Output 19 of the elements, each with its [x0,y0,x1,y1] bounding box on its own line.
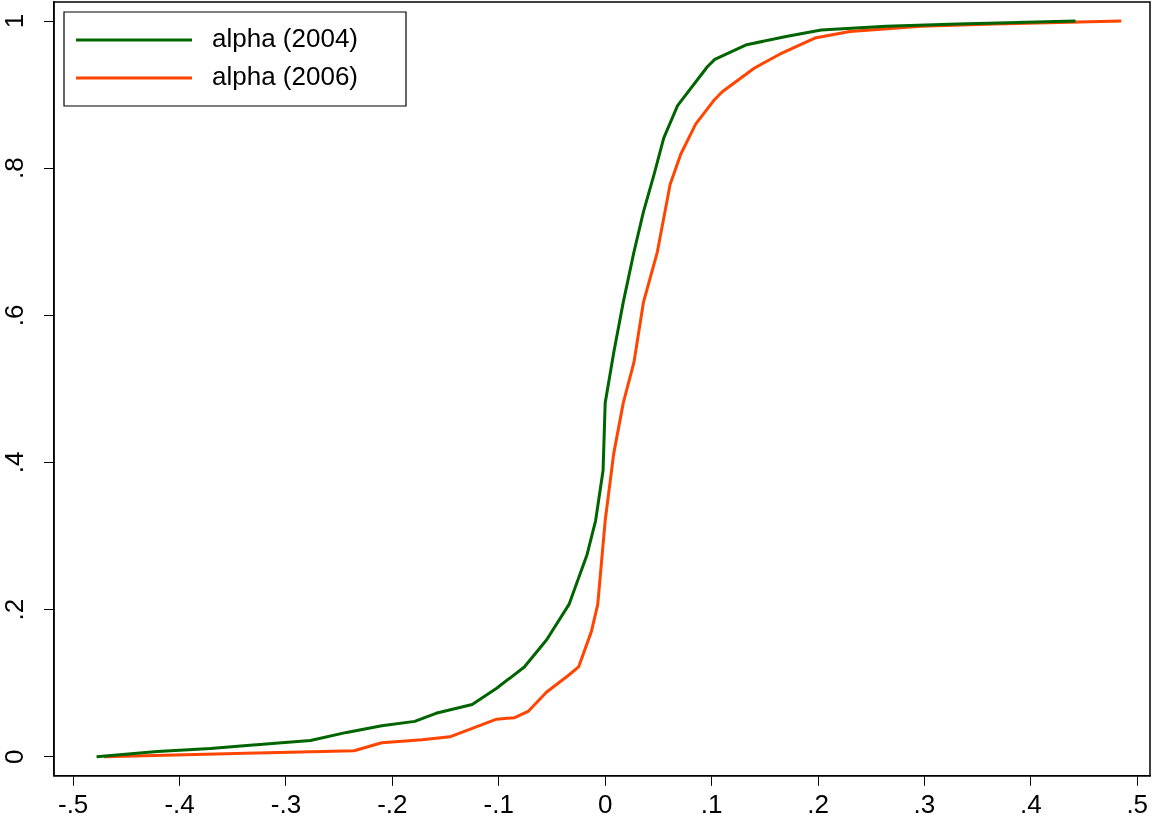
x-tick-label: .2 [807,788,829,819]
y-tick-label: .2 [0,598,30,621]
x-tick-label: -.4 [164,788,195,819]
x-tick-label: .5 [1126,788,1149,819]
x-tick-label: -.3 [270,788,302,819]
y-tick-label: .4 [0,451,30,474]
y-tick-label: .8 [0,157,30,180]
x-tick-label: .1 [700,788,723,819]
x-tick-label: -.1 [483,788,514,819]
x-tick-label: .4 [1019,788,1042,819]
x-tick-label: 0 [597,788,613,819]
x-tick-label: -.5 [57,788,89,819]
y-tick-label: .6 [0,304,30,327]
y-tick-label: 0 [0,749,30,764]
x-tick-label: -.2 [377,788,408,819]
y-tick-label: 1 [0,13,30,29]
legend-label: alpha (2006) [212,61,358,92]
legend-label: alpha (2004) [212,23,358,54]
x-tick-label: .3 [913,788,936,819]
